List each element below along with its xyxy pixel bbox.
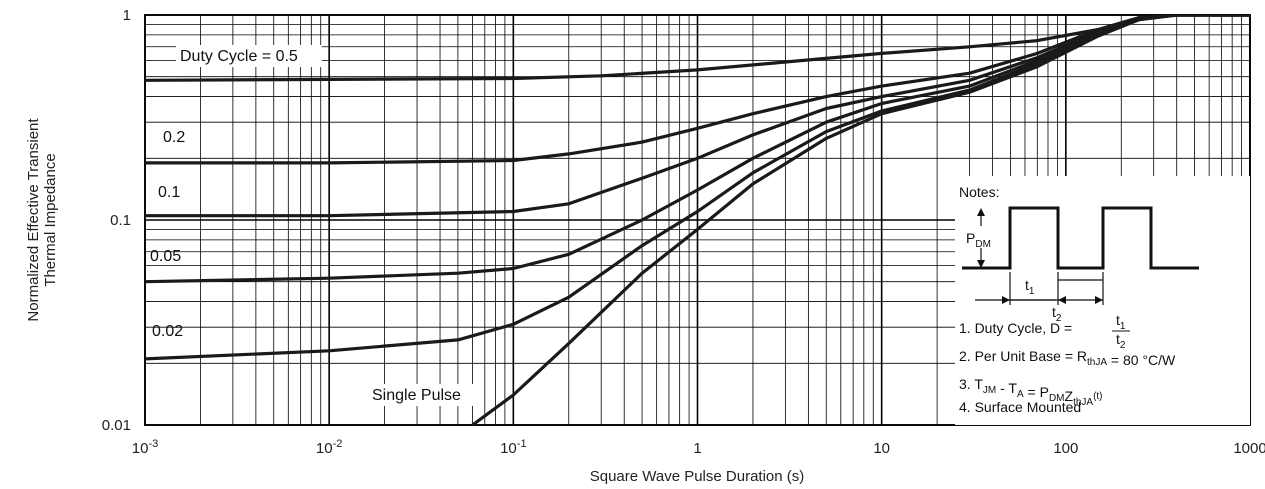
- y-axis-title: Normalized Effective TransientThermal Im…: [25, 118, 59, 322]
- t1-label: t1: [1025, 277, 1035, 297]
- label-backdrop: [176, 45, 322, 67]
- x-tick-label: 1: [693, 440, 701, 457]
- arrow-head: [977, 208, 985, 216]
- y-tick-label: 0.01: [102, 417, 131, 434]
- note-item: 2. Per Unit Base = RthJA = 80 °C/W: [959, 348, 1176, 368]
- note-item: 1. Duty Cycle, D =: [959, 320, 1072, 336]
- tick-labels: 10-3 10-2 10-1 1 10 100 1000 1 0.1 0.01: [102, 7, 1265, 457]
- fraction-numerator: t1: [1116, 312, 1126, 332]
- t2-label: t2: [1052, 304, 1062, 324]
- arrow-head: [977, 260, 985, 268]
- notes-heading: Notes:: [959, 184, 999, 200]
- fraction-denominator: t2: [1116, 331, 1126, 351]
- x-tick-label: 10-2: [316, 438, 342, 457]
- curve-labels: Duty Cycle = 0.5 0.2 0.1 0.05 0.02 Single Pul…: [150, 45, 480, 406]
- series-label: Duty Cycle = 0.5: [180, 48, 298, 65]
- x-axis-title: Square Wave Pulse Duration (s): [590, 468, 805, 485]
- x-tick-label: 10: [873, 440, 890, 457]
- note-item: 3. TJM - TA = PDMZthJA(t): [959, 376, 1103, 408]
- y-tick-label: 1: [123, 7, 131, 24]
- label-backdrop: [368, 384, 480, 406]
- pulse-waveform: [962, 206, 1199, 270]
- arrow-head: [1002, 296, 1010, 304]
- series-label: 0.02: [152, 323, 183, 340]
- note-item: 4. Surface Mounted: [959, 399, 1081, 415]
- y-tick-label: 0.1: [110, 212, 131, 229]
- series-label: 0.05: [150, 248, 181, 265]
- x-tick-label: 1000: [1233, 440, 1265, 457]
- series-line: [471, 15, 1250, 425]
- arrow-head: [1095, 296, 1103, 304]
- x-tick-label: 10-1: [500, 438, 526, 457]
- series-label: 0.1: [158, 184, 180, 201]
- x-tick-label: 100: [1053, 440, 1078, 457]
- series-label: Single Pulse: [372, 387, 461, 404]
- curves: [145, 15, 1250, 425]
- series-label: 0.2: [163, 129, 185, 146]
- pdm-backdrop: [964, 226, 1002, 248]
- x-tick-label: 10-3: [132, 438, 158, 457]
